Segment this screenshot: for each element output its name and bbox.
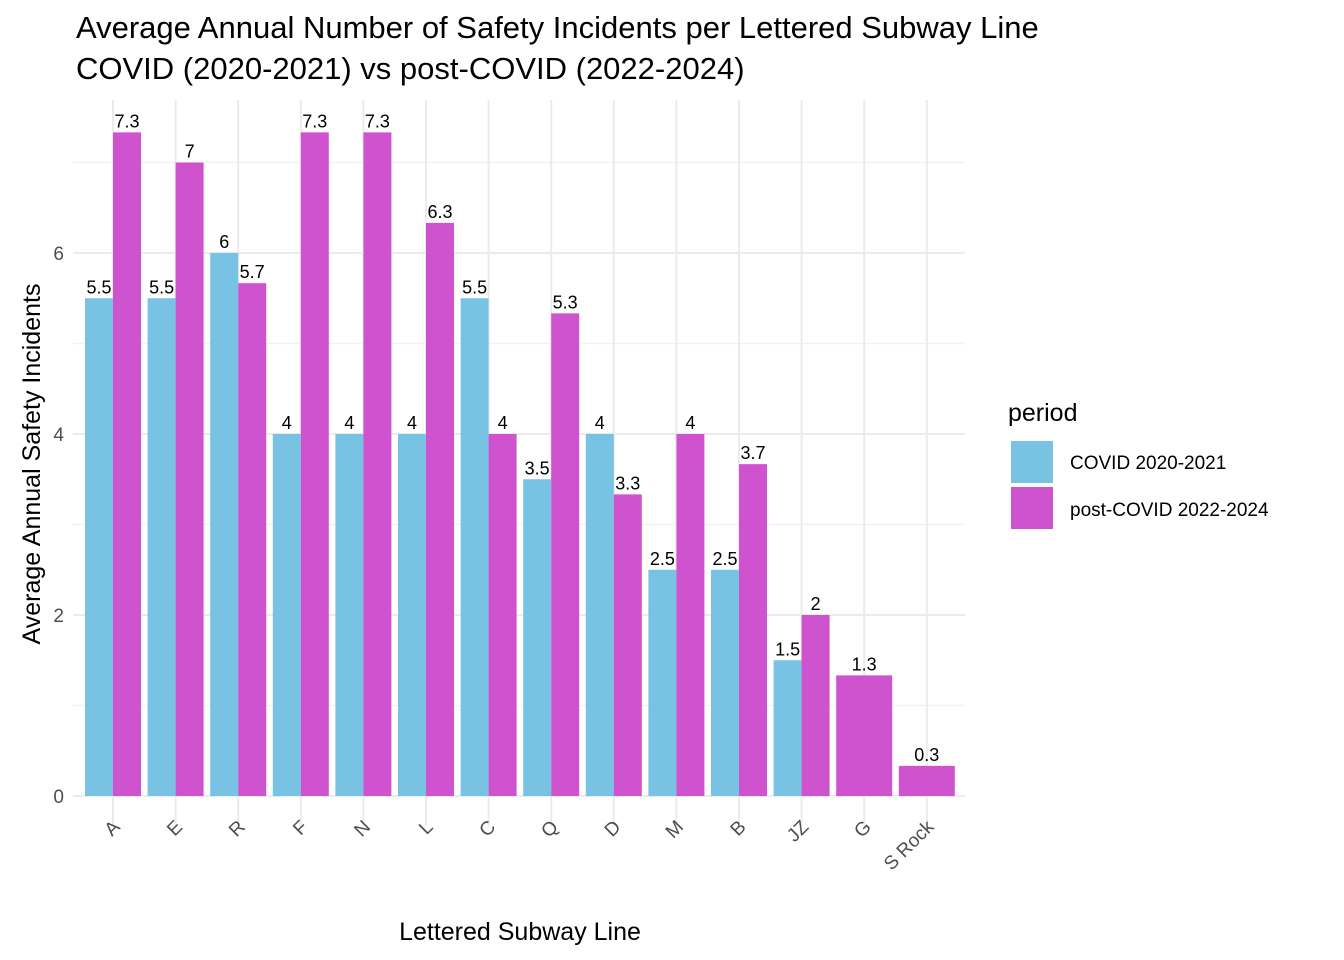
bar-covid [711, 569, 739, 796]
bar-covid [210, 253, 239, 796]
x-tick-label: G [850, 817, 875, 842]
bar-post-covid [676, 434, 705, 796]
data-label-covid: 1.5 [775, 639, 800, 659]
x-axis-ticks: A E R F N L C Q D M B JZ G S Rock [101, 816, 939, 875]
data-label-post-covid: 4 [498, 413, 508, 433]
x-tick-label: B [727, 817, 751, 841]
x-tick-label: D [601, 817, 626, 842]
x-tick-label: F [289, 817, 312, 840]
bar-covid [398, 434, 426, 796]
data-label-covid: 5.5 [462, 277, 487, 297]
data-label-post-covid: 7.3 [114, 111, 139, 131]
bar-covid [585, 434, 614, 796]
y-tick-label: 2 [53, 606, 64, 627]
x-tick-label: Q [537, 817, 562, 842]
chart-title: Average Annual Number of Safety Incident… [76, 10, 1039, 45]
data-label-post-covid: 3.7 [740, 443, 765, 463]
grid [73, 100, 965, 826]
data-label-covid: 5.5 [149, 277, 174, 297]
data-label-covid: 5.5 [86, 277, 111, 297]
legend-swatch-covid [1011, 441, 1053, 483]
bar-post-covid [300, 132, 329, 796]
legend-title: period [1008, 399, 1078, 427]
y-tick-label: 0 [53, 787, 64, 808]
x-tick-label: S Rock [880, 816, 939, 875]
data-label-covid: 2.5 [712, 549, 737, 569]
chart-subtitle: COVID (2020-2021) vs post-COVID (2022-20… [76, 51, 745, 86]
legend-label-post-covid: post-COVID 2022-2024 [1070, 500, 1269, 521]
y-tick-label: 6 [53, 244, 64, 265]
data-label-post-covid: 2 [811, 594, 821, 614]
bar-covid [648, 569, 677, 796]
bar-post-covid [238, 283, 267, 797]
bar-post-covid [613, 494, 642, 796]
bar-post-covid [426, 222, 454, 796]
data-labels: 5.5 7.3 5.5 7 6 5.7 4 7.3 4 7.3 4 6.3 5.5 4 3.5 5.3 4 3.3… [86, 111, 939, 765]
bar-post-covid [836, 675, 893, 796]
x-tick-label: C [476, 817, 501, 842]
data-label-covid: 4 [344, 413, 354, 433]
bar-post-covid [801, 615, 830, 796]
x-tick-label: M [662, 817, 688, 843]
data-label-post-covid: 7.3 [302, 111, 327, 131]
legend: period COVID 2020-2021 post-COVID 2022-2… [1008, 399, 1269, 529]
data-label-covid: 6 [219, 232, 229, 252]
data-label-post-covid: 7 [185, 142, 195, 162]
bar-post-covid [488, 434, 517, 796]
x-tick-label: A [101, 816, 125, 840]
bar-covid [147, 298, 176, 796]
bar-post-covid [898, 765, 955, 796]
x-axis-title: Lettered Subway Line [399, 918, 641, 946]
x-tick-label: E [163, 817, 187, 841]
bar-covid [773, 660, 802, 796]
y-tick-label: 4 [53, 425, 64, 446]
bar-covid [85, 298, 113, 796]
data-label-post-covid: 7.3 [365, 111, 390, 131]
bar-post-covid [739, 464, 767, 796]
data-label-post-covid: 6.3 [427, 202, 452, 222]
data-label-post-covid: 0.3 [914, 745, 939, 765]
data-label-post-covid: 5.7 [240, 262, 265, 282]
bars [85, 132, 955, 797]
bar-post-covid [363, 132, 392, 796]
x-tick-label: JZ [783, 816, 813, 846]
data-label-covid: 4 [407, 413, 417, 433]
bar-post-covid [175, 162, 204, 796]
x-tick-label: R [225, 817, 250, 842]
data-label-covid: 3.5 [525, 458, 550, 478]
data-label-post-covid: 1.3 [852, 654, 877, 674]
y-axis-title: Average Annual Safety Incidents [18, 284, 46, 645]
bar-covid [335, 434, 364, 796]
legend-swatch-post-covid [1011, 487, 1053, 529]
x-tick-label: N [350, 817, 375, 842]
data-label-post-covid: 5.3 [553, 292, 578, 312]
y-axis-ticks: 0 2 4 6 [53, 244, 64, 808]
data-label-post-covid: 3.3 [615, 473, 640, 493]
data-label-covid: 2.5 [650, 549, 675, 569]
data-label-covid: 4 [282, 413, 292, 433]
data-label-covid: 4 [595, 413, 605, 433]
legend-label-covid: COVID 2020-2021 [1070, 453, 1226, 474]
bar-covid [523, 479, 552, 796]
data-label-post-covid: 4 [685, 413, 695, 433]
bar-covid [460, 298, 489, 796]
bar-covid [272, 434, 301, 796]
bar-post-covid [113, 132, 141, 796]
bar-post-covid [551, 313, 580, 796]
